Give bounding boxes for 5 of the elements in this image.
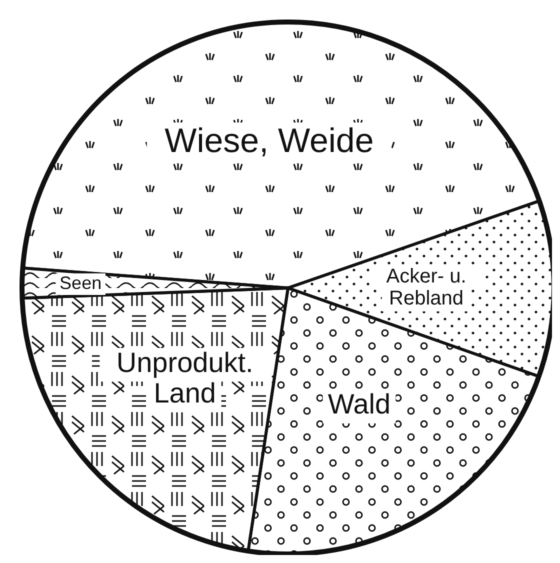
slice-label: Seen <box>60 272 102 293</box>
slice-label: Acker- u. Rebland <box>386 266 466 310</box>
slice-label: Wiese, Weide <box>164 122 374 160</box>
slice-label: Wald <box>328 388 391 420</box>
slice-label: Unprodukt. Land <box>116 347 254 409</box>
